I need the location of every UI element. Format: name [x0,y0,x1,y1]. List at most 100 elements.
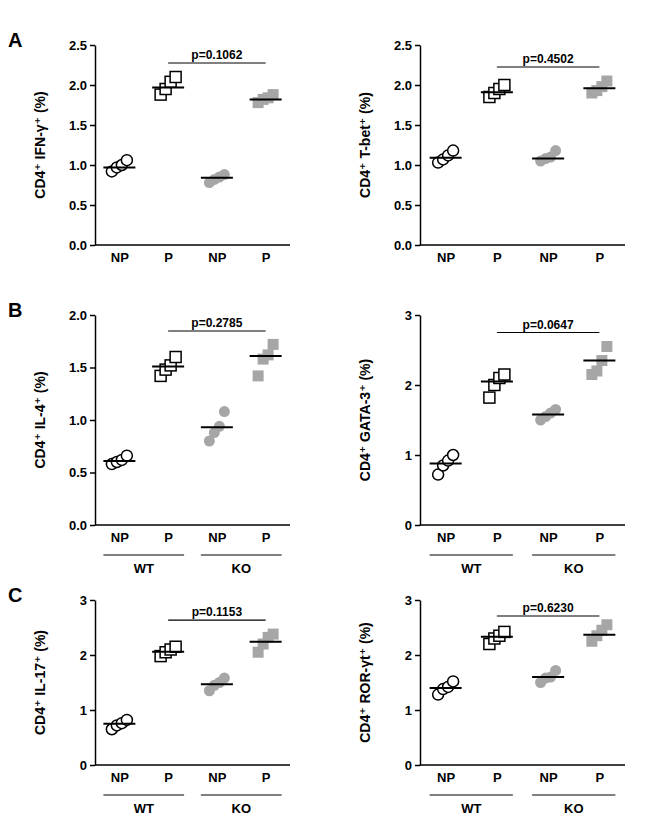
y-tick: 0 [405,758,420,773]
group-underline [532,554,615,555]
data-point [499,80,510,91]
y-tick-mark [415,455,420,457]
y-axis: 0 1 2 3 [405,593,421,773]
y-tick: 2.5 [69,38,95,53]
y-tick-mark [415,765,420,767]
y-tick-label: 0 [405,518,412,533]
y-tick: 0 [405,518,420,533]
y-axis-line [420,316,422,526]
x-tick-label: NP [437,250,455,265]
y-tick: 2.5 [394,38,420,53]
y-tick: 2 [405,648,420,663]
x-tick: P [164,765,173,785]
x-tick: NP [111,245,129,265]
data-point [268,339,279,350]
group-label: WT [461,561,481,576]
y-tick: 1.5 [394,118,420,133]
y-axis-line [420,46,422,246]
group-underline [201,794,282,795]
y-tick-label: 3 [405,308,412,323]
y-tick: 0.0 [69,518,95,533]
median-line [532,413,564,415]
y-tick-mark [90,85,95,87]
data-point [268,629,279,640]
significance-bracket [497,332,600,333]
y-tick: 0.5 [394,198,420,213]
y-tick-mark [90,165,95,167]
y-tick-mark [90,472,95,474]
p-value: p=0.4502 [523,52,574,66]
plot-area [103,339,281,470]
y-axis-title: CD4⁺ IL-4⁺ (%) [32,371,48,468]
data-point [121,155,132,166]
y-tick-label: 1 [405,703,412,718]
y-axis-line [420,601,422,766]
y-tick-label: 1 [405,448,412,463]
x-tick-label: P [262,770,271,785]
median-line [583,360,615,362]
plot-area [103,629,281,735]
median-line [583,634,615,636]
median-line [201,683,233,685]
data-point [253,370,264,381]
p-value: p=0.2785 [191,316,242,330]
y-tick: 3 [80,593,95,608]
y-tick-mark [90,525,95,527]
y-tick-label: 2 [405,378,412,393]
plot-area [430,341,616,480]
group-underline [103,794,184,795]
y-tick-label: 3 [405,593,412,608]
panel-label: C [8,584,22,606]
x-tick-label: P [493,530,502,545]
x-tick: NP [208,245,226,265]
group-underline [532,794,615,795]
x-tick-label: P [596,530,605,545]
plot-area [103,72,281,189]
data-point [219,673,230,684]
significance-bracket [497,615,600,616]
x-tick: P [596,765,605,785]
y-tick-mark [415,245,420,247]
x-tick-label: NP [540,770,558,785]
plot-area [430,619,616,700]
y-axis-title: CD4⁺ ROR-γt⁺ (%) [357,622,373,743]
y-tick-label: 0.5 [69,465,87,480]
y-tick-mark [90,765,95,767]
data-point [591,366,602,377]
x-tick: NP [437,245,455,265]
x-tick-label: P [164,250,173,265]
y-tick-mark [415,125,420,127]
y-tick: 1 [80,703,95,718]
data-point [214,421,225,432]
y-tick: 2.0 [69,308,95,323]
x-tick-label: P [596,250,605,265]
median-line [583,87,615,89]
median-line [481,636,513,638]
y-tick-label: 1.0 [69,413,87,428]
median-line [250,98,282,100]
data-point [484,392,495,403]
y-tick-mark [90,655,95,657]
data-point [170,352,181,363]
y-tick-label: 1.0 [394,158,412,173]
data-point [263,349,274,360]
significance-bracket [168,330,266,331]
x-tick: P [493,525,502,545]
group-label: KO [564,561,584,576]
x-axis: NPPNPP [95,765,290,785]
x-tick: NP [208,525,226,545]
panel: A0.00.51.01.52.02.5CD4⁺ IFN-γ⁺ (%)NPPNPP… [8,29,290,265]
x-tick: NP [208,765,226,785]
x-tick: P [493,245,502,265]
y-axis-title: CD4⁺ GATA-3⁺ (%) [357,359,373,481]
y-tick: 2.0 [69,78,95,93]
x-axis-line [420,764,625,766]
plot-area [430,76,616,169]
median-line [152,365,184,367]
x-tick-label: P [493,770,502,785]
group-label: KO [232,801,252,816]
x-tick: NP [111,525,129,545]
y-tick-label: 0 [80,758,87,773]
x-axis-line [420,524,625,526]
group-underline [103,554,184,555]
